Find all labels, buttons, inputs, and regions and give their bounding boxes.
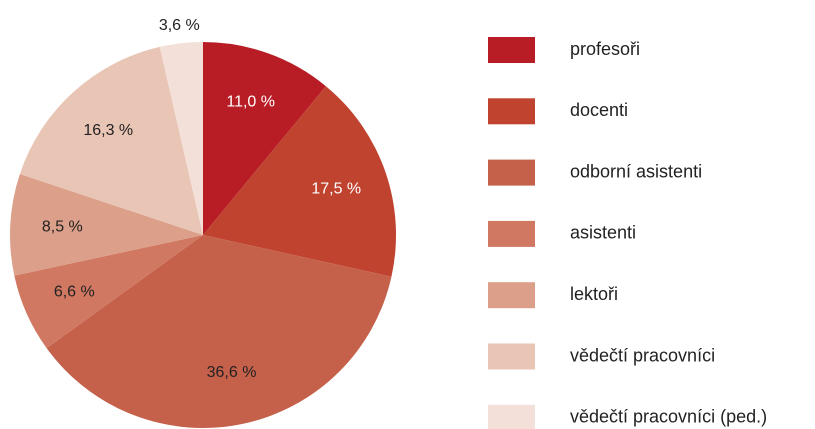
- pie-slice: [46, 235, 392, 428]
- slice-label: 3,6 %: [159, 17, 200, 34]
- pie-slice: [203, 86, 396, 277]
- slice-label: 6,6 %: [54, 284, 95, 301]
- slice-label: 36,6 %: [207, 364, 257, 381]
- legend-label: lektoři: [570, 284, 618, 304]
- legend-swatch: [488, 404, 535, 429]
- slice-label: 16,3 %: [83, 122, 133, 139]
- pie-slice: [10, 173, 204, 276]
- slice-label: 8,5 %: [42, 218, 83, 235]
- legend-label: odborní asistenti: [570, 161, 702, 181]
- legend-swatch: [488, 220, 535, 247]
- slice-label: 11,0 %: [226, 94, 275, 111]
- legend-label: vědečtí pracovníci: [570, 345, 715, 365]
- legend-swatch: [488, 282, 535, 309]
- pie-slice: [14, 235, 204, 349]
- legend-swatch: [488, 159, 535, 186]
- slice-label: 17,5 %: [311, 180, 361, 197]
- legend-label: vědečtí pracovníci (ped.): [570, 407, 767, 427]
- pie-slice: [19, 46, 203, 235]
- pie-slice: [159, 42, 203, 235]
- legend-label: profesoři: [570, 39, 640, 59]
- legend-swatch: [488, 37, 535, 63]
- legend-label: asistenti: [570, 223, 636, 243]
- pie-slice: [203, 42, 326, 235]
- legend-label: docenti: [570, 100, 628, 120]
- legend-swatch: [488, 343, 535, 370]
- legend-swatch: [488, 98, 535, 125]
